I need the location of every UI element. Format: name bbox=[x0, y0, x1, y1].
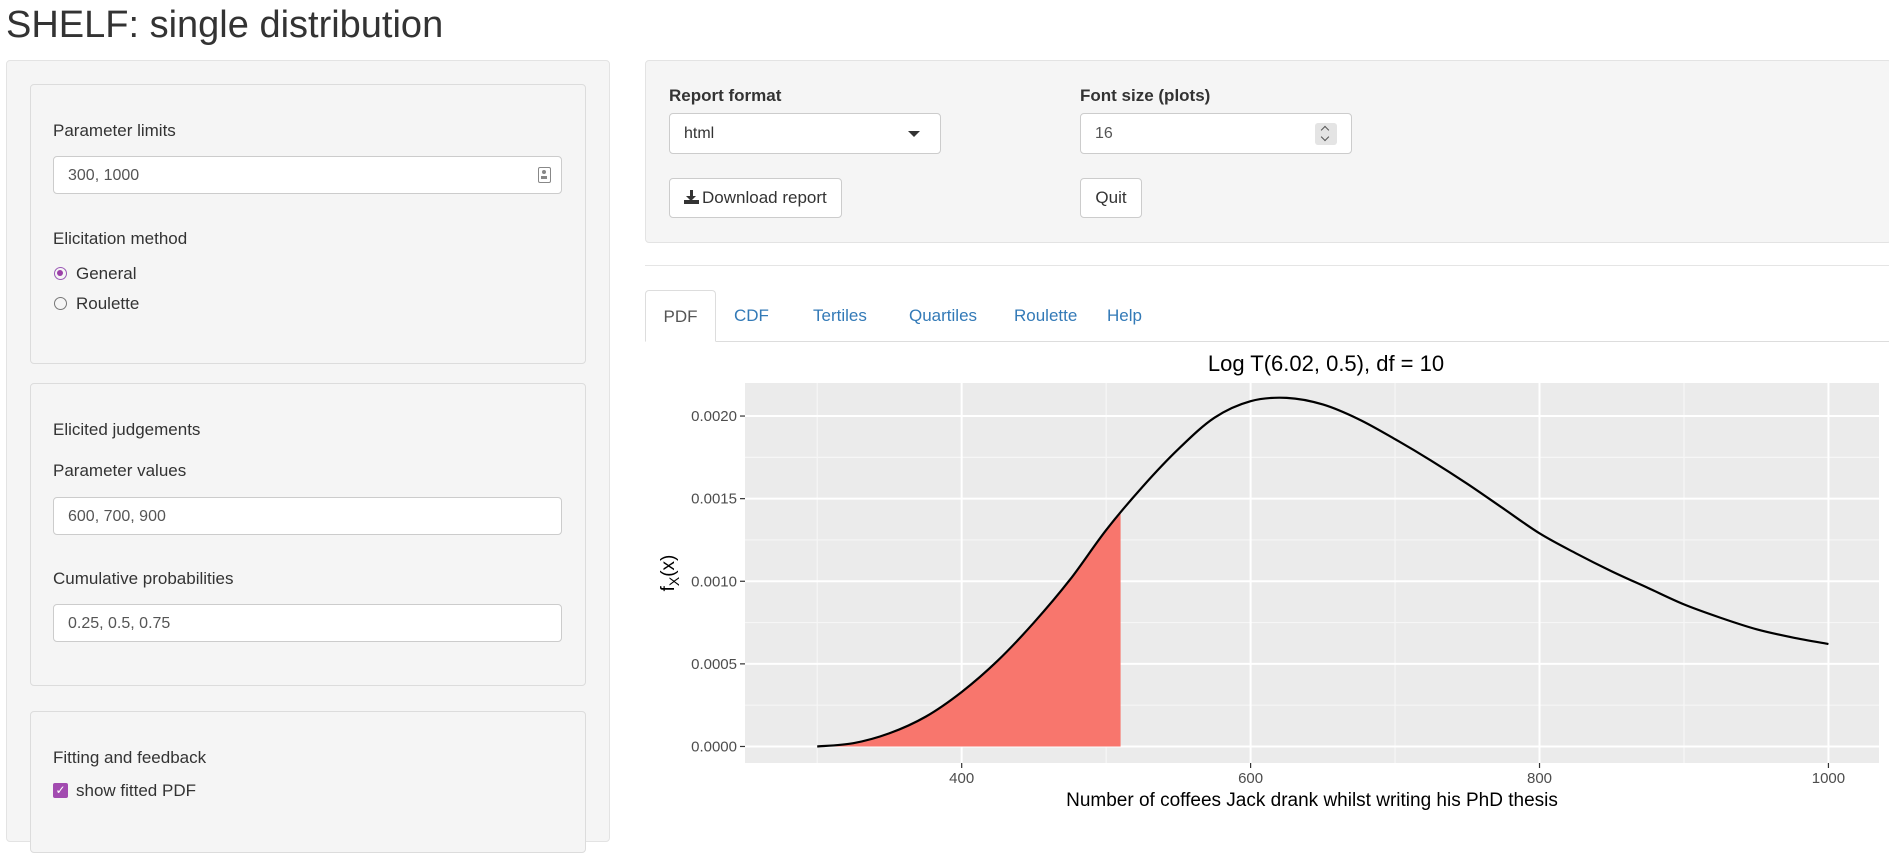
font-size-label: Font size (plots) bbox=[1080, 86, 1211, 105]
radio-roulette-indicator[interactable] bbox=[54, 297, 67, 310]
sidebar: Parameter limits 300, 1000 Elicitation m… bbox=[6, 60, 610, 853]
tab-help[interactable]: Help bbox=[1107, 306, 1142, 325]
y-axis-title-sub: X bbox=[666, 576, 682, 586]
y-tick-label: 0.0010 bbox=[691, 573, 737, 590]
y-tick-label: 0.0020 bbox=[691, 408, 737, 425]
x-tick-label: 400 bbox=[949, 770, 974, 787]
density-curve bbox=[817, 396, 1829, 748]
report-format-value: html bbox=[684, 125, 715, 142]
report-format-label: Report format bbox=[669, 86, 782, 105]
radio-general[interactable]: General bbox=[53, 264, 173, 284]
show-fitted-pdf-checkbox[interactable]: ✓ show fitted PDF bbox=[53, 781, 213, 801]
report-format-select[interactable]: html bbox=[669, 113, 941, 154]
y-tick-label: 0.0015 bbox=[691, 491, 737, 508]
radio-general-indicator[interactable] bbox=[54, 267, 67, 280]
elicitation-method-label: Elicitation method bbox=[53, 229, 188, 248]
x-tick-label: 1000 bbox=[1812, 770, 1845, 787]
chart-title: Log T(6.02, 0.5), df = 10 bbox=[1208, 351, 1444, 376]
judgements-panel: Elicited judgements Parameter values 600… bbox=[30, 383, 586, 686]
cumulative-probabilities-label: Cumulative probabilities bbox=[53, 569, 234, 588]
plot-tabs: PDF CDF Tertiles Quartiles Roulette Help bbox=[645, 290, 1889, 342]
parameter-values-label: Parameter values bbox=[53, 461, 187, 480]
spinner-arrows-icon[interactable] bbox=[1315, 123, 1337, 145]
fitting-feedback-header: Fitting and feedback bbox=[53, 748, 207, 767]
y-tick-label: 0.0000 bbox=[691, 738, 737, 755]
x-tick-label: 600 bbox=[1238, 770, 1263, 787]
y-tick-label: 0.0005 bbox=[691, 656, 737, 673]
checkbox-check-icon[interactable]: ✓ bbox=[53, 783, 68, 798]
report-controls: Report format html Download report Font … bbox=[645, 60, 1889, 243]
download-report-button[interactable]: Download report bbox=[669, 178, 842, 218]
tab-cdf[interactable]: CDF bbox=[734, 306, 769, 325]
quit-button[interactable]: Quit bbox=[1080, 178, 1142, 218]
parameter-values-input[interactable]: 600, 700, 900 bbox=[53, 497, 562, 535]
plot-panel bbox=[745, 383, 1879, 763]
elicited-judgements-header: Elicited judgements bbox=[53, 420, 201, 439]
y-axis-title-main: f bbox=[658, 585, 679, 591]
parameter-limits-label: Parameter limits bbox=[53, 121, 176, 140]
divider bbox=[645, 265, 1889, 266]
radio-roulette[interactable]: Roulette bbox=[53, 294, 173, 314]
page-title: SHELF: single distribution bbox=[6, 4, 444, 46]
x-tick-label: 800 bbox=[1527, 770, 1552, 787]
radio-general-label: General bbox=[76, 264, 137, 283]
shaded-area bbox=[817, 512, 1121, 747]
font-size-value: 16 bbox=[1095, 125, 1113, 142]
contact-card-icon bbox=[538, 167, 551, 183]
y-axis-title-arg: (x) bbox=[658, 555, 679, 577]
radio-roulette-label: Roulette bbox=[76, 294, 140, 313]
tab-roulette[interactable]: Roulette bbox=[1014, 306, 1078, 325]
cumulative-probabilities-input[interactable]: 0.25, 0.5, 0.75 bbox=[53, 604, 562, 642]
tab-pdf[interactable]: PDF bbox=[645, 290, 716, 342]
chevron-down-icon bbox=[908, 131, 920, 137]
fitting-panel: Fitting and feedback ✓ show fitted PDF bbox=[30, 711, 586, 853]
download-report-label: Download report bbox=[702, 188, 827, 207]
tab-tertiles[interactable]: Tertiles bbox=[813, 306, 867, 325]
parameter-limits-input[interactable]: 300, 1000 bbox=[53, 156, 562, 194]
tab-quartiles[interactable]: Quartiles bbox=[909, 306, 978, 325]
parameter-limits-value: 300, 1000 bbox=[68, 167, 140, 184]
limits-method-panel: Parameter limits 300, 1000 Elicitation m… bbox=[30, 84, 586, 364]
font-size-input[interactable]: 16 bbox=[1080, 113, 1352, 154]
show-fitted-pdf-label: show fitted PDF bbox=[76, 781, 196, 800]
pdf-chart: Log T(6.02, 0.5), df = 10 0.0000 0.0005 0.… bbox=[658, 351, 1879, 811]
download-icon bbox=[684, 190, 699, 204]
y-axis-title: fX(x) bbox=[658, 555, 682, 592]
x-axis-title: Number of coffees Jack drank whilst writ… bbox=[1066, 790, 1558, 811]
